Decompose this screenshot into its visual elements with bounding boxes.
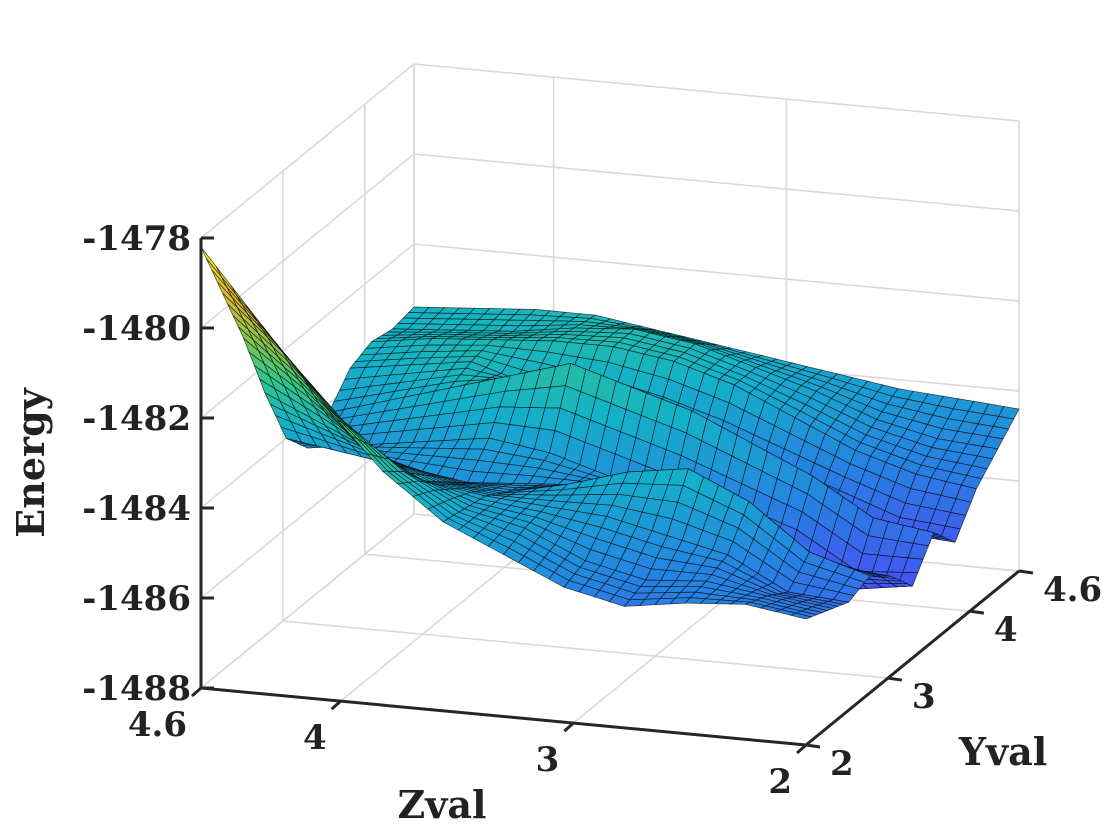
wall-grid-line — [200, 513, 415, 689]
x-tick-label: 2 — [768, 762, 792, 802]
surface-patch — [789, 612, 813, 620]
wall-grid-line — [200, 243, 415, 419]
tick-labels: 4.6 432 2344.6-1488-1486-1484-1482-1480-14… — [82, 219, 1102, 802]
x-tick — [563, 721, 575, 733]
y-axis-title: Yval — [958, 729, 1047, 774]
x-axis-line — [200, 686, 807, 747]
y-tick-label: 2 — [830, 744, 854, 784]
z-tick-label: -1482 — [82, 399, 191, 439]
x-tick — [796, 743, 807, 755]
z-tick-label: -1488 — [82, 669, 191, 709]
wall-grid-line — [413, 63, 1020, 122]
wall-grid-line — [200, 63, 415, 239]
back-pane-left — [201, 64, 414, 688]
x-tick-label: 4.6 — [128, 705, 187, 745]
z-axis-title: Energy — [8, 387, 53, 537]
x-tick — [330, 700, 342, 711]
y-tick-label: 4.6 — [1043, 570, 1102, 610]
z-tick-label: -1478 — [82, 219, 191, 259]
x-tick — [191, 686, 202, 698]
y-tick-label: 4 — [994, 610, 1018, 650]
z-tick-label: -1480 — [82, 309, 191, 349]
x-tick-label: 3 — [536, 740, 560, 780]
wall-grid-line — [413, 153, 1020, 212]
y-axis-line — [805, 569, 1020, 747]
energy-surface — [200, 246, 1020, 620]
x-tick-label: 4 — [303, 718, 327, 758]
axes-frame — [191, 236, 1034, 755]
floor-grid-line — [282, 620, 888, 679]
y-tick — [969, 609, 985, 615]
y-tick — [887, 676, 903, 682]
z-tick-label: -1486 — [82, 579, 191, 619]
y-tick — [1018, 569, 1034, 575]
wall-grid-line — [413, 243, 1020, 302]
z-tick-label: -1484 — [82, 489, 191, 529]
x-axis-title: Zval — [398, 782, 487, 827]
y-tick — [805, 743, 821, 749]
y-tick-label: 3 — [912, 677, 936, 717]
